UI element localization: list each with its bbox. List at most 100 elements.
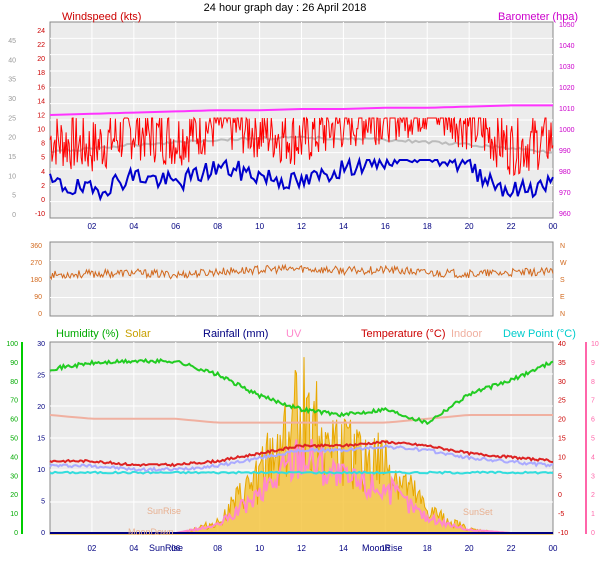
uv-label: UV [286,328,302,340]
x-tick-label: 12 [297,544,306,553]
x-tick-label: 06 [171,222,180,231]
uv-axis-ticks: 0 1 2 3 4 5 6 7 8 9 10 [591,341,599,537]
uv-tick-label: 6 [591,417,595,424]
uv-tick-label: 7 [591,398,595,405]
x-tick-label: 12 [297,222,306,231]
wind-outer-tick-label: 25 [8,115,16,122]
x-tick-label: 08 [213,544,222,553]
sunset-annotation: SunSet [463,507,493,517]
rainfall-tick-label: 25 [37,373,45,380]
x-tick-label: 10 [255,222,264,231]
barometer-tick-label: 990 [559,148,571,155]
barometer-tick-label: 970 [559,190,571,197]
x-tick-label: 22 [507,544,516,553]
direction-compass-ticks: N E S W N [560,243,567,318]
temperature-tick-label: -10 [558,530,568,537]
barometer-tick-label: 1030 [559,64,575,71]
x-tick-label: 14 [339,222,348,231]
rainfall-tick-label: 0 [41,530,45,537]
barometer-tick-label: 980 [559,169,571,176]
direction-tick-label: 180 [30,277,42,284]
windspeed-tick-label: 4 [41,169,45,176]
wind-average-series-line [49,156,554,202]
temperature-tick-label: 15 [558,436,566,443]
temperature-tick-label: 30 [558,379,566,386]
compass-tick-label: N [560,311,565,318]
windspeed-tick-label: 16 [37,84,45,91]
barometer-tick-label: 1040 [559,43,575,50]
x-tick-label: 02 [87,222,96,231]
x-tick-label: 04 [129,544,138,553]
x-tick-label: 00 [549,222,558,231]
temperature-tick-label: 20 [558,417,566,424]
barometer-series-line [49,104,553,116]
direction-panel-gridlines [50,242,553,316]
x-tick-label: 06 [171,544,180,553]
windspeed-tick-label: 0 [41,197,45,204]
windspeed-tick-label: 14 [37,98,45,105]
temperature-axis-ticks: -10 -5 0 5 10 15 20 25 30 35 40 [558,341,568,537]
windspeed-label: Windspeed (kts) [62,11,141,23]
rainfall-tick-label: 10 [37,467,45,474]
uv-tick-label: 2 [591,492,595,499]
wind-outer-tick-label: 5 [12,193,16,200]
chart-title: 24 hour graph day : 26 April 2018 [204,2,367,14]
x-tick-label: 22 [507,222,516,231]
temperature-tick-label: 35 [558,360,566,367]
wind-outer-axis-ticks: 0 5 10 15 20 25 30 35 40 45 [8,38,16,219]
dewpoint-series-line [49,470,554,475]
humidity-tick-label: 50 [10,436,18,443]
direction-tick-label: 360 [30,243,42,250]
solar-label: Solar [125,328,151,340]
barometer-label: Barometer (hpa) [498,11,578,23]
wind-outer-tick-label: 15 [8,154,16,161]
wind-outer-tick-label: 10 [8,173,16,180]
indoor-series-line [49,414,553,424]
temperature-label: Temperature (°C) [361,328,445,340]
indoor-label: Indoor [451,328,483,340]
windspeed-tick-label: 10 [37,127,45,134]
uv-tick-label: 0 [591,530,595,537]
barometer-tick-label: 1010 [559,106,575,113]
humidity-tick-label: 0 [14,530,18,537]
barometer-tick-label: 1050 [559,22,575,29]
x-tick-label: 18 [423,544,432,553]
compass-tick-label: N [560,243,565,250]
x-tick-label: 20 [465,544,474,553]
rainfall-tick-label: 5 [41,499,45,506]
wind-outer-tick-label: 20 [8,135,16,142]
temperature-tick-label: 0 [558,492,562,499]
uv-tick-label: 10 [591,341,599,348]
wind-outer-tick-label: 30 [8,96,16,103]
x-tick-label: 04 [129,222,138,231]
windspeed-tick-label: -10 [35,211,45,218]
humidity-tick-label: 30 [10,473,18,480]
humidity-tick-label: 80 [10,379,18,386]
uv-tick-label: 8 [591,379,595,386]
humidity-tick-label: 40 [10,454,18,461]
temperature-tick-label: 10 [558,454,566,461]
weather-x-axis-ticks: 02 04 06 08 10 12 14 16 18 20 22 00 [87,544,558,553]
compass-tick-label: E [560,294,565,301]
wind-outer-tick-label: 0 [12,212,16,219]
wind-direction-series-line [49,263,554,281]
barometer-tick-label: 960 [559,211,571,218]
compass-tick-label: W [560,260,567,267]
humidity-tick-label: 70 [10,398,18,405]
x-tick-label: 10 [255,544,264,553]
humidity-tick-label: 100 [6,341,18,348]
rainfall-label: Rainfall (mm) [203,328,268,340]
x-tick-label: 16 [381,544,390,553]
sunrise-annotation: SunRise [147,506,181,516]
windspeed-tick-label: 8 [41,141,45,148]
wind-outer-tick-label: 45 [8,38,16,45]
moondown-annotation: MoonDown [128,527,174,537]
humidity-tick-label: 90 [10,360,18,367]
rainfall-tick-label: 20 [37,404,45,411]
barometer-axis-ticks: 960 970 980 990 1000 1010 1020 1030 1040 1050 [559,22,575,218]
x-tick-label: 00 [549,544,558,553]
x-tick-label: 08 [213,222,222,231]
windspeed-tick-label: 18 [37,70,45,77]
